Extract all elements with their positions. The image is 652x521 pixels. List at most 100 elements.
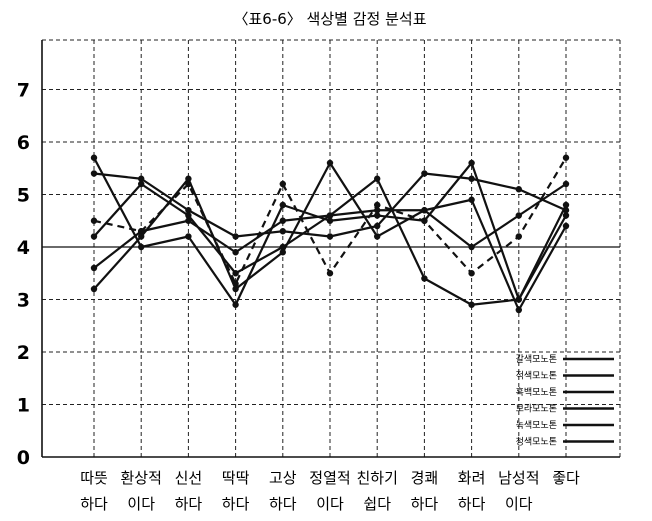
x-tick-label: 신선 (175, 469, 203, 487)
x-tick-label: 이다 (127, 495, 155, 513)
data-point (515, 233, 522, 240)
legend-label: 갈색모노톤 (516, 354, 557, 365)
series-녹색모노톤 (90, 159, 570, 293)
data-point (185, 175, 192, 182)
legend-label: 적색모노톤 (516, 370, 557, 382)
chart-title: 〈표6-6〉 색상별 감정 분석표 (233, 10, 426, 28)
legend-label: 청색모노톤 (516, 437, 557, 448)
data-point (374, 222, 381, 230)
data-point (279, 249, 286, 256)
data-point (374, 175, 381, 182)
data-point (232, 233, 239, 240)
data-point (279, 201, 286, 209)
data-point (90, 217, 98, 224)
data-point (279, 217, 286, 224)
data-point (374, 212, 381, 219)
data-point (326, 217, 334, 224)
x-tick-label: 따뜻 (80, 469, 108, 487)
x-tick-label: 하다 (411, 495, 439, 513)
x-tick-label: 이다 (505, 495, 533, 513)
data-point (562, 201, 570, 209)
y-tick-label: 5 (17, 185, 30, 207)
data-point (326, 212, 334, 219)
y-tick-label: 0 (17, 447, 30, 469)
data-point (374, 201, 381, 209)
data-point (138, 175, 145, 182)
data-point (421, 170, 428, 177)
data-point (562, 222, 570, 230)
x-tick-label: 좋다 (552, 469, 580, 487)
data-point (515, 306, 522, 314)
x-tick-label: 고상 (269, 469, 297, 487)
data-point (138, 180, 145, 188)
series-갈색모노톤 (90, 154, 570, 308)
data-point (515, 296, 522, 303)
data-point (562, 154, 570, 161)
series-layer (90, 154, 570, 314)
data-point (185, 233, 192, 240)
data-point (232, 270, 239, 277)
y-tick-label: 2 (17, 342, 30, 364)
legend-label: 보라모노톤 (516, 404, 557, 415)
data-point (90, 154, 98, 161)
data-point (515, 212, 522, 219)
x-tick-label: 쉽다 (363, 495, 391, 513)
data-point (90, 170, 98, 177)
legend-label: 녹색모노톤 (516, 420, 557, 431)
data-point (468, 301, 475, 308)
data-point (515, 186, 522, 193)
x-tick-label: 하다 (269, 495, 297, 513)
x-tick-label: 하다 (458, 495, 486, 513)
data-point (468, 243, 475, 251)
series-청색모노톤 (90, 175, 570, 308)
data-point (326, 270, 334, 277)
x-tick-label: 친하기 (356, 469, 397, 487)
y-tick-label: 3 (17, 290, 30, 312)
data-point (562, 180, 570, 188)
data-point (468, 196, 475, 203)
data-point (374, 207, 381, 214)
y-tick-label: 1 (17, 395, 30, 417)
x-tick-label: 하다 (222, 495, 250, 513)
data-point (421, 275, 428, 282)
data-point (468, 159, 475, 167)
y-tick-label: 4 (17, 237, 30, 259)
data-point (279, 243, 286, 251)
x-tick-label: 화려 (458, 469, 486, 487)
x-tick-label: 환상적 (120, 469, 161, 487)
data-point (326, 233, 334, 240)
data-point (468, 270, 475, 277)
data-point (138, 233, 145, 240)
x-tick-label: 딱딱 (222, 469, 250, 487)
data-point (90, 264, 98, 272)
data-point (185, 212, 192, 219)
data-point (421, 217, 428, 224)
legend-label: 흑백모노톤 (516, 386, 557, 398)
x-tick-label: 하다 (80, 495, 108, 513)
data-point (562, 212, 570, 219)
data-point (232, 301, 239, 308)
data-point (90, 233, 98, 240)
data-point (279, 180, 286, 188)
data-point (90, 285, 98, 293)
x-tick-label: 남성적 (498, 469, 539, 487)
y-axis: 0 1 2 3 4 5 6 7 (17, 40, 620, 469)
data-point (326, 159, 334, 167)
data-point (138, 243, 145, 251)
x-tick-label: 이다 (316, 495, 344, 513)
x-tick-label: 정열적 (309, 469, 350, 487)
y-tick-label: 7 (17, 80, 30, 102)
data-point (421, 207, 428, 214)
data-point (468, 175, 475, 182)
x-tick-label: 경쾌 (411, 469, 439, 487)
data-point (374, 233, 381, 240)
data-point (279, 228, 286, 235)
x-tick-label: 하다 (175, 495, 203, 513)
y-tick-label: 6 (17, 132, 30, 154)
data-point (232, 285, 239, 293)
data-point (232, 249, 239, 256)
data-point (185, 207, 192, 214)
